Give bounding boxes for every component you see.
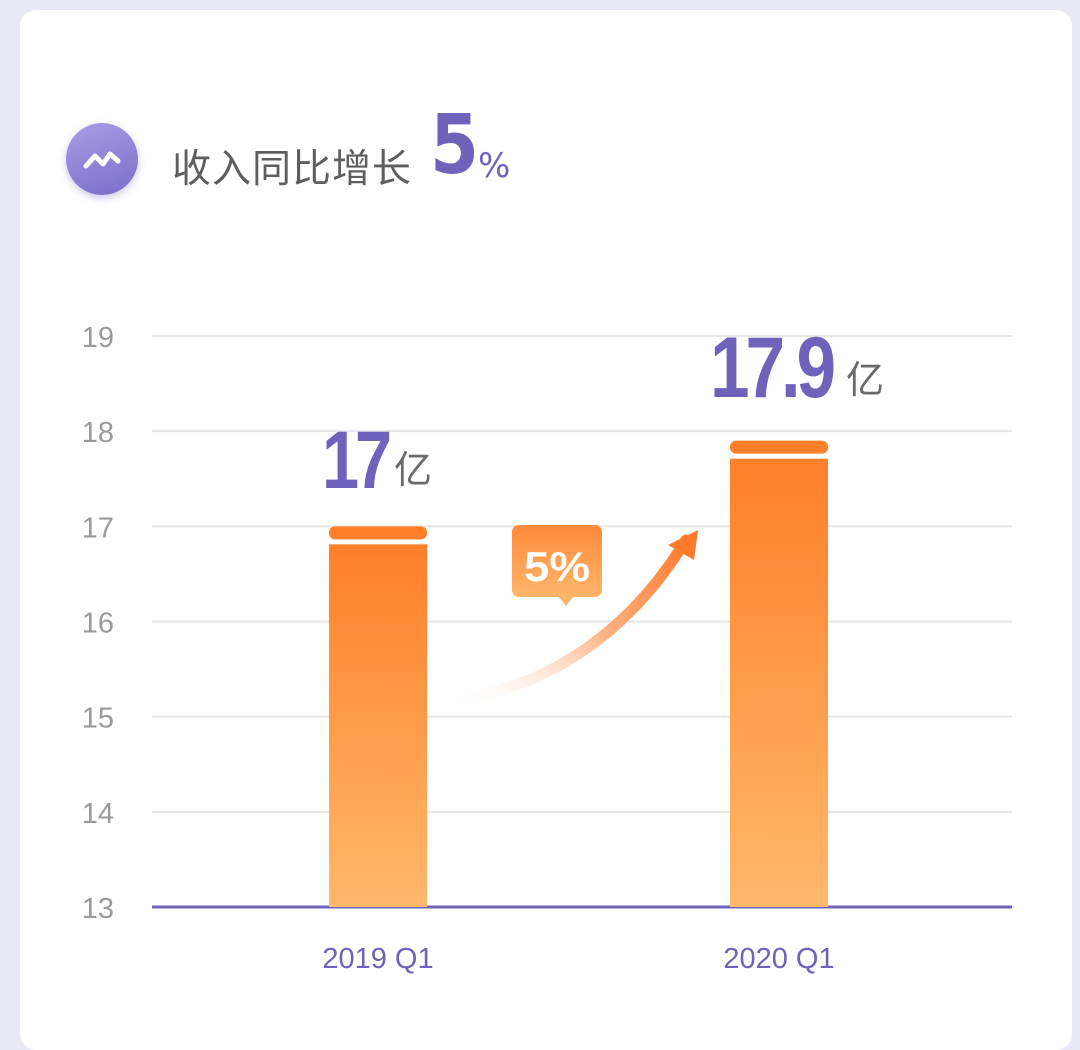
- header-growth-value: 5: [430, 98, 479, 193]
- x-tick-label: 2020 Q1: [723, 943, 834, 975]
- bar: [329, 544, 427, 907]
- bar-cap: [329, 526, 427, 540]
- y-tick-label: 14: [82, 798, 114, 830]
- y-tick-label: 16: [82, 608, 114, 640]
- x-tick-label: 2019 Q1: [322, 943, 433, 975]
- growth-badge-text: 5%: [524, 543, 590, 590]
- y-tick-label: 17: [82, 512, 114, 544]
- growth-arrow: [440, 534, 692, 709]
- trend-wave-icon: [66, 123, 138, 195]
- y-tick-label: 15: [82, 703, 114, 735]
- growth-badge-tail: [558, 596, 574, 606]
- header-label: 收入同比增长: [172, 147, 413, 192]
- bar-value-unit: 亿: [394, 448, 432, 492]
- growth-badge: [512, 525, 602, 597]
- bar-value-label: 17: [322, 415, 389, 506]
- y-tick-label: 19: [82, 322, 114, 354]
- bar-cap: [730, 440, 828, 454]
- growth-arrow-head: [668, 530, 698, 560]
- y-tick-label: 13: [82, 893, 114, 925]
- bar: [730, 458, 828, 907]
- bar-value-unit: 亿: [846, 358, 884, 402]
- header-growth-unit: %: [478, 146, 511, 186]
- y-tick-label: 18: [82, 417, 114, 449]
- bar-value-label: 17.9: [710, 320, 834, 416]
